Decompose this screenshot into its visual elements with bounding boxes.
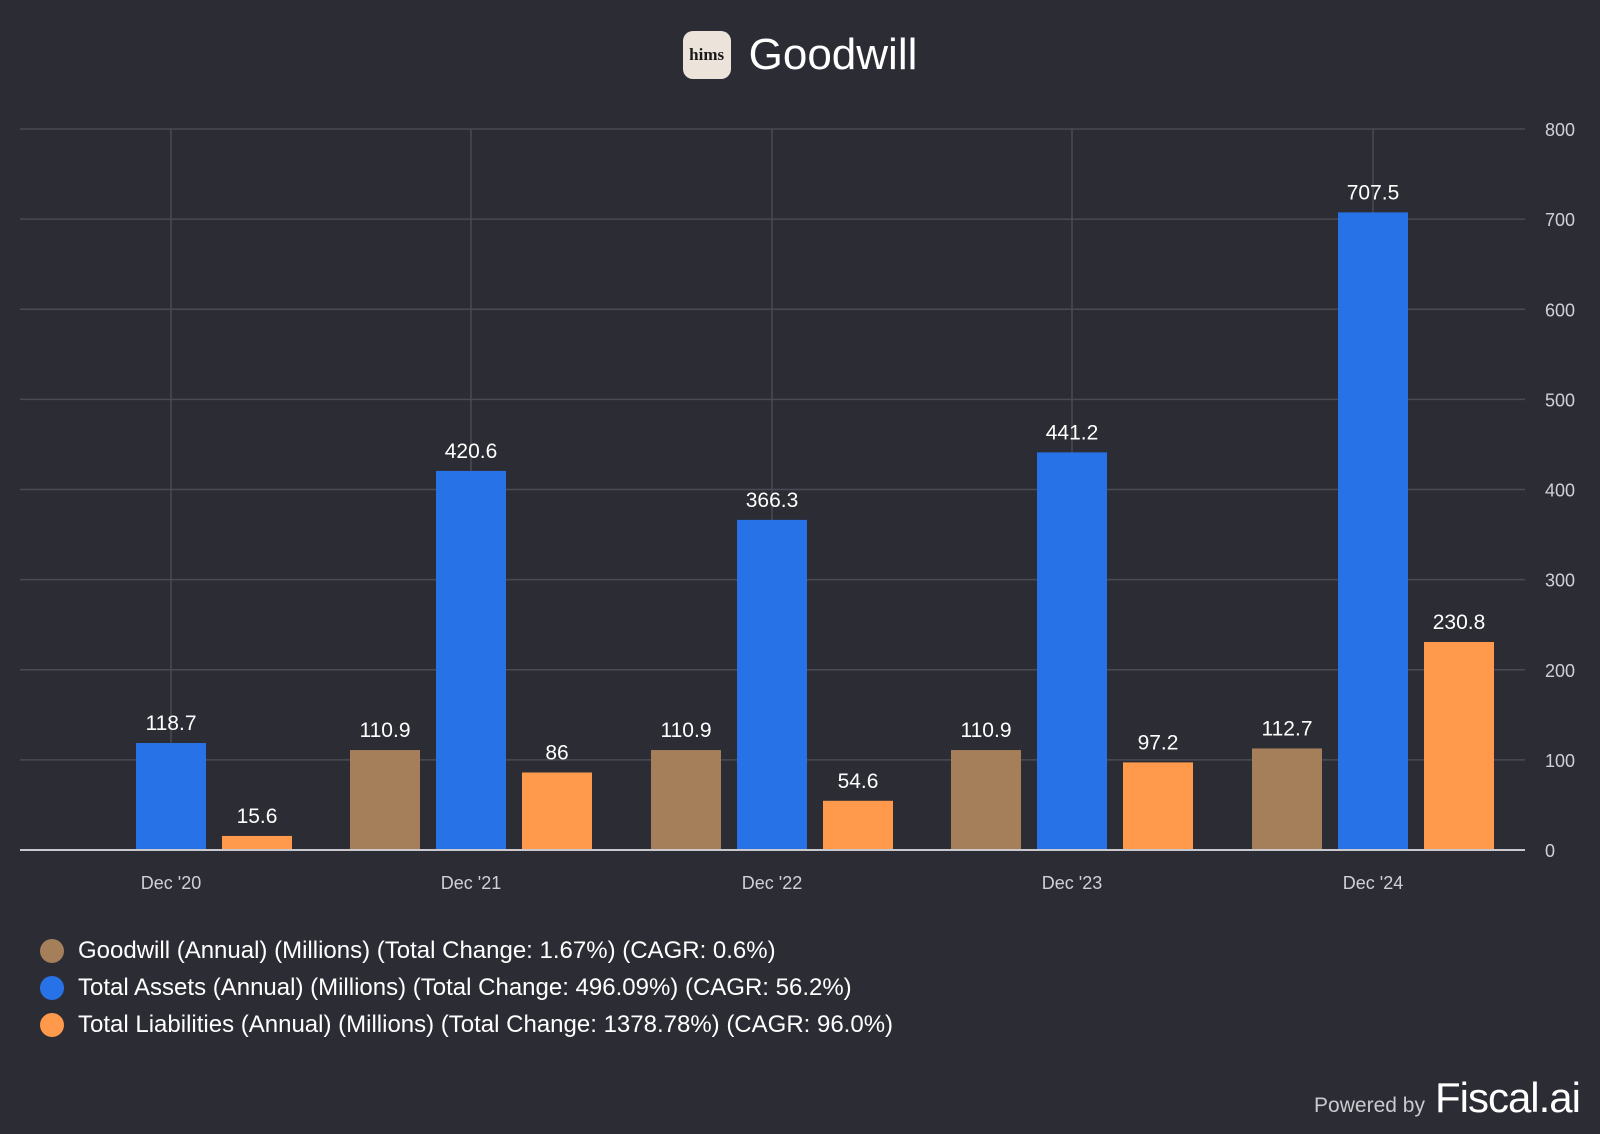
bars: [136, 212, 1494, 851]
bar-value-label: 112.7: [1262, 717, 1313, 740]
bar-value-label: 15.6: [237, 805, 278, 828]
legend-item[interactable]: Goodwill (Annual) (Millions) (Total Chan…: [40, 932, 893, 969]
bar-series-3: [1123, 762, 1193, 850]
bar-series-1: [1252, 748, 1322, 850]
y-tick-label: 600: [1545, 300, 1575, 320]
bar-series-2: [737, 519, 807, 850]
bar-series-3: [222, 835, 292, 850]
bar-series-2: [1037, 452, 1107, 850]
bar-value-label: 420.6: [445, 440, 498, 463]
y-tick-label: 0: [1545, 841, 1555, 861]
x-tick-label: Dec '20: [141, 873, 201, 893]
data-labels: 110.9 110.9 110.9 112.7 118.7 420.6 366.3 441.2…: [146, 181, 1486, 828]
bar-series-1: [951, 750, 1021, 850]
bar-series-1: [651, 750, 721, 850]
legend-swatch: [40, 975, 64, 1000]
bar-series-1: [350, 750, 420, 850]
y-tick-label: 400: [1545, 481, 1575, 501]
company-logo-text: hims: [689, 45, 725, 64]
chart-header: hims Goodwill: [0, 30, 1600, 80]
legend-label: Total Assets (Annual) (Millions) (Total …: [78, 973, 852, 1001]
chart-title: Goodwill: [748, 30, 918, 79]
bar-series-3: [522, 772, 592, 850]
bar-value-label: 230.8: [1433, 611, 1486, 634]
bar-value-label: 110.9: [961, 719, 1012, 742]
bar-value-label: 110.9: [661, 719, 712, 742]
legend-swatch: [40, 1012, 64, 1037]
legend-item[interactable]: Total Liabilities (Annual) (Millions) (T…: [40, 1006, 893, 1043]
bar-value-label: 441.2: [1046, 421, 1099, 444]
bar-value-label: 707.5: [1347, 181, 1400, 204]
bar-series-3: [1424, 641, 1494, 850]
bar-series-2: [1338, 212, 1408, 851]
bar-chart: 110.9 110.9 110.9 112.7 118.7 420.6 366.3 441.2…: [20, 120, 1575, 893]
bar-value-label: 366.3: [746, 489, 799, 512]
y-tick-label: 300: [1545, 571, 1575, 591]
bar-value-label: 110.9: [360, 719, 411, 742]
bar-value-label: 54.6: [838, 770, 879, 793]
company-logo: hims: [682, 31, 731, 79]
x-tick-label: Dec '23: [1042, 873, 1102, 893]
bar-series-2: [436, 470, 506, 850]
bar-series-2: [136, 743, 206, 850]
bar-value-label: 118.7: [146, 712, 197, 735]
y-tick-label: 100: [1545, 751, 1575, 771]
brand-logo: Fiscal.ai: [1434, 1074, 1581, 1121]
bar-series-3: [823, 800, 893, 850]
legend-item[interactable]: Total Assets (Annual) (Millions) (Total …: [40, 969, 893, 1006]
axes: 0 100 200 300 400 500 600 700 800 Dec '20 Dec '21 D…: [20, 120, 1575, 893]
legend-swatch: [40, 938, 64, 963]
legend-label: Total Liabilities (Annual) (Millions) (T…: [78, 1010, 894, 1038]
powered-by-text: Powered by: [1314, 1094, 1425, 1117]
x-tick-label: Dec '21: [441, 873, 501, 893]
x-tick-label: Dec '22: [742, 873, 802, 893]
y-tick-label: 200: [1545, 661, 1575, 681]
legend: Goodwill (Annual) (Millions) (Total Chan…: [40, 932, 893, 1043]
bar-value-label: 97.2: [1138, 731, 1179, 754]
y-tick-label: 700: [1545, 210, 1575, 230]
y-tick-label: 500: [1545, 390, 1575, 410]
x-tick-label: Dec '24: [1343, 873, 1403, 893]
bar-value-label: 86: [545, 741, 568, 764]
legend-label: Goodwill (Annual) (Millions) (Total Chan…: [78, 936, 776, 964]
footer: Powered by Fiscal.ai: [1314, 1074, 1581, 1122]
y-tick-label: 800: [1545, 120, 1575, 140]
